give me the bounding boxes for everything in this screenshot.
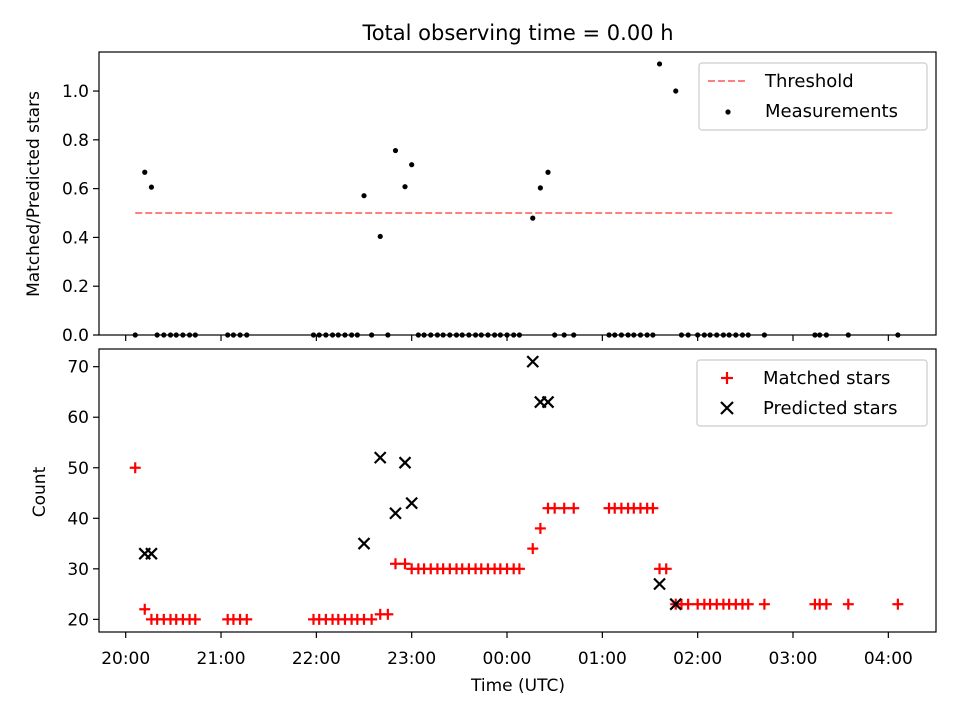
y-tick-label: 0.6: [62, 180, 89, 200]
legend-matched-swatch: [721, 372, 733, 384]
y-tick-label: 0.8: [62, 131, 89, 151]
legend-matched-label: Matched stars: [763, 368, 890, 389]
y-tick-label: 20: [67, 610, 89, 630]
legend-frame: [698, 62, 928, 131]
y-tick-label: 60: [67, 408, 89, 428]
measurement-point: [537, 185, 543, 191]
x-tick-label: 22:00: [292, 649, 341, 669]
matched-star-marker: [189, 613, 201, 625]
predicted-stars-points: [138, 355, 683, 611]
bottom-legend: Matched stars Predicted stars: [696, 359, 928, 427]
y-tick-label: 1.0: [62, 82, 89, 102]
measurement-point: [673, 88, 679, 94]
measurement-point: [545, 169, 551, 175]
matched-star-marker: [742, 598, 754, 610]
predicted-star-marker: [398, 456, 412, 469]
legend-measurements-swatch: [725, 109, 731, 115]
measurement-point: [656, 61, 663, 67]
matched-star-marker: [366, 613, 378, 625]
predicted-star-marker: [389, 506, 402, 520]
y-tick-label: 0.4: [62, 228, 89, 248]
predicted-star-marker: [541, 395, 555, 409]
top-y-ticks: 0.0 0.2 0.4 0.6 0.8 1.0: [62, 82, 99, 346]
legend-measurements-label: Measurements: [765, 101, 898, 122]
x-tick-label: 02:00: [673, 649, 722, 669]
matched-star-marker: [820, 598, 832, 610]
matched-star-marker: [399, 558, 411, 570]
matched-star-marker: [549, 502, 561, 514]
measurement-point: [392, 147, 399, 154]
matched-star-marker: [647, 502, 659, 514]
measurement-point: [402, 184, 408, 190]
y-tick-label: 0.0: [62, 326, 89, 346]
matched-star-marker: [660, 563, 672, 575]
y-tick-label: 40: [67, 509, 89, 529]
matched-star-marker: [892, 598, 904, 610]
predicted-star-marker: [357, 537, 371, 550]
y-tick-label: 0.2: [62, 277, 89, 297]
matched-star-marker: [842, 598, 854, 610]
legend-predicted-swatch: [720, 401, 734, 415]
predicted-star-marker: [669, 597, 683, 611]
x-tick-label: 21:00: [197, 649, 246, 669]
top-x-ticks: [125, 335, 889, 341]
matched-star-marker: [139, 603, 151, 615]
top-y-axis-label: Matched/Predicted stars: [24, 91, 44, 297]
matched-star-marker: [568, 502, 580, 514]
predicted-star-marker: [405, 496, 418, 510]
x-tick-label: 03:00: [769, 649, 818, 669]
legend-threshold-label: Threshold: [764, 71, 854, 92]
matched-star-marker: [527, 543, 539, 555]
legend-predicted-label: Predicted stars: [763, 398, 897, 419]
top-plot-frame: [98, 51, 937, 336]
bottom-panel: 20 30 40 50 60 70 20:00 21:00 22:00 23:00 00:00 01…: [30, 348, 937, 696]
x-tick-label: 00:00: [483, 649, 532, 669]
measurement-point: [361, 193, 367, 199]
measurement-point: [409, 162, 415, 168]
x-tick-label: 01:00: [578, 649, 627, 669]
y-tick-label: 30: [67, 560, 89, 580]
matched-star-marker: [534, 522, 546, 534]
matched-star-marker: [389, 558, 401, 570]
bottom-y-axis-label: Count: [30, 466, 50, 517]
matched-star-marker: [682, 598, 694, 610]
matched-star-marker: [758, 598, 770, 610]
matched-star-marker: [382, 608, 394, 620]
measurement-point: [148, 184, 155, 190]
x-tick-label: 23:00: [387, 649, 436, 669]
matched-star-marker: [513, 563, 525, 575]
top-legend: Threshold Measurements: [698, 62, 928, 131]
matched-star-marker: [558, 502, 570, 514]
x-tick-label: 04:00: [864, 649, 913, 669]
measurement-point: [530, 215, 536, 221]
predicted-star-marker: [373, 451, 387, 464]
x-tick-label: 20:00: [101, 649, 150, 669]
predicted-star-marker: [145, 547, 158, 560]
legend-frame: [696, 359, 928, 427]
x-axis-label: Time (UTC): [470, 676, 565, 696]
predicted-star-marker: [653, 577, 666, 591]
bottom-x-ticks: 20:00 21:00 22:00 23:00 00:00 01:00 02:00 03:00…: [101, 632, 913, 669]
bottom-y-ticks: 20 30 40 50 60 70: [67, 358, 99, 630]
chart-title: Total observing time = 0.00 h: [361, 21, 673, 45]
matched-star-marker: [241, 613, 253, 625]
y-tick-label: 70: [67, 358, 89, 378]
bottom-plot-frame: [98, 348, 937, 633]
matched-stars-points: [129, 462, 904, 625]
y-tick-label: 50: [67, 459, 89, 479]
measurement-point: [142, 169, 148, 175]
top-panel: Total observing time = 0.00 h 0.00.20.40…: [24, 21, 937, 346]
predicted-star-marker: [526, 355, 540, 368]
measurement-point: [377, 233, 383, 240]
matched-star-marker: [129, 462, 141, 474]
